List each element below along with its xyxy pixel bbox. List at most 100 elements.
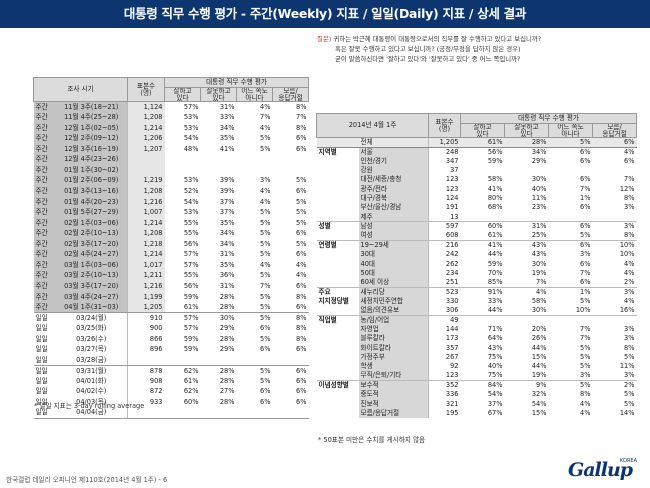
approval-group-header: 대통령 직무 수행 평가 (163, 77, 310, 88)
table-row: 50대 234 70% 19% 7% 4% (317, 268, 637, 278)
row-value: 5% (236, 302, 273, 314)
row-sample: 123 (428, 184, 461, 194)
row-value (505, 315, 549, 324)
row-kind: 주간 (33, 186, 56, 197)
row-sample: 123 (428, 175, 461, 185)
row-value: 28% (504, 137, 549, 148)
row-sample: 267 (428, 352, 461, 362)
row-value: 1% (580, 287, 591, 296)
row-value: 58% (487, 175, 503, 184)
row-value: 39% (219, 176, 235, 185)
row-value: 4% (624, 259, 635, 268)
row-value: 28% (200, 302, 237, 314)
row-group (317, 362, 359, 371)
row-value: 7% (504, 277, 549, 288)
row-value: 15% (531, 409, 547, 418)
row-value: 75% (487, 352, 503, 361)
row-period: 01월 4주(20~23) (55, 196, 128, 208)
row-value: 5% (580, 296, 591, 305)
row-group: 연령별 (318, 241, 337, 250)
left-col-header: 모름/ 응답거절 (271, 86, 310, 103)
row-value (273, 165, 309, 176)
row-value: 5% (260, 229, 271, 238)
table-row: 전체 1,205 61% 28% 5% 6% (316, 137, 637, 148)
row-value: 29% (219, 345, 235, 354)
row-value: 6% (296, 229, 307, 238)
row-sample: 336 (428, 389, 461, 400)
row-value: 4% (260, 197, 271, 206)
row-value: 5% (624, 390, 635, 399)
row-kind: 주간 (33, 112, 56, 123)
row-value: 6% (296, 250, 307, 259)
row-period: 12월 2주(09~12) (55, 133, 128, 144)
row-value: 62% (183, 387, 199, 396)
row-value: 8% (296, 292, 307, 301)
right-col-header: 모름/ 응답거절 (591, 122, 638, 139)
row-sample: 1,214 (127, 217, 165, 229)
row-value: 7% (624, 175, 635, 184)
row-value: 6% (260, 397, 271, 406)
row-value: 23% (531, 203, 547, 212)
row-sample: 262 (428, 259, 461, 269)
row-kind: 주간 (33, 228, 56, 239)
row-sample: 1,205 (428, 137, 461, 148)
row-period: 04/02(수) (76, 387, 107, 396)
row-value: 5% (260, 292, 271, 301)
row-sample: 248 (428, 147, 461, 157)
row-sample: 357 (428, 343, 461, 353)
row-value: 35% (219, 218, 235, 227)
row-kind: 주간 (33, 291, 56, 303)
row-value: 31% (219, 250, 235, 259)
row-sample: 1,199 (127, 291, 165, 303)
row-sample: 1,219 (127, 175, 165, 187)
row-value: 68% (487, 203, 503, 212)
row-kind: 주간 (33, 175, 56, 187)
row-value: 8% (296, 334, 307, 343)
row-value: 5% (260, 376, 271, 385)
row-sample: 597 (428, 221, 461, 232)
question-line-3: 굳이 말씀하신다면 '잘하고 있다'와 '잘못하고 있다' 중 어느 쪽입니까? (335, 55, 521, 63)
row-sample: 908 (127, 375, 165, 387)
row-value: 28% (219, 366, 235, 375)
row-sample: 1,216 (127, 196, 165, 208)
row-kind: 일일 (33, 354, 56, 366)
row-segment: 서울 (358, 147, 429, 157)
row-value: 6% (260, 387, 271, 396)
row-sample: 144 (428, 324, 461, 334)
row-value: 19% (531, 268, 547, 277)
row-value: 5% (260, 271, 271, 280)
row-value: 6% (296, 387, 307, 396)
row-sample: 251 (428, 277, 461, 288)
row-value: 75% (460, 371, 505, 382)
row-group (317, 166, 359, 175)
row-value: 3% (260, 176, 271, 185)
row-group (317, 194, 359, 203)
row-value: 28% (219, 376, 235, 385)
row-value (460, 212, 505, 223)
row-value: 30% (219, 313, 235, 322)
row-value (273, 154, 309, 165)
table-row: 이념성향별 보수적 352 84% 9% 5% 2% (317, 380, 637, 390)
row-value: 59% (487, 156, 503, 165)
table-row: 블루칼라 173 64% 26% 7% 3% (317, 333, 637, 344)
row-value: 8% (296, 313, 307, 322)
row-segment: 자영업 (358, 324, 429, 334)
table-row: 자영업 144 71% 20% 7% 3% (317, 324, 637, 334)
row-sample: 1,208 (127, 186, 165, 197)
row-value: 7% (580, 334, 591, 343)
row-value: 29% (531, 156, 547, 165)
table-row: 진보적 321 37% 54% 4% 5% (317, 399, 637, 409)
row-value: 56% (487, 147, 503, 156)
row-segment: 강원 (358, 165, 429, 176)
row-value: 54% (183, 197, 199, 206)
table-row: 여성 608 61% 25% 5% 8% (316, 231, 637, 241)
row-value: 3% (592, 371, 637, 382)
row-segment: 30대 (358, 249, 429, 260)
row-kind: 주간 (33, 164, 56, 176)
row-kind: 주간 (33, 217, 56, 229)
row-group (317, 156, 359, 165)
row-value: 5% (296, 197, 307, 206)
row-value: 6% (296, 376, 307, 385)
row-value: 6% (580, 156, 591, 165)
row-value (505, 166, 549, 175)
